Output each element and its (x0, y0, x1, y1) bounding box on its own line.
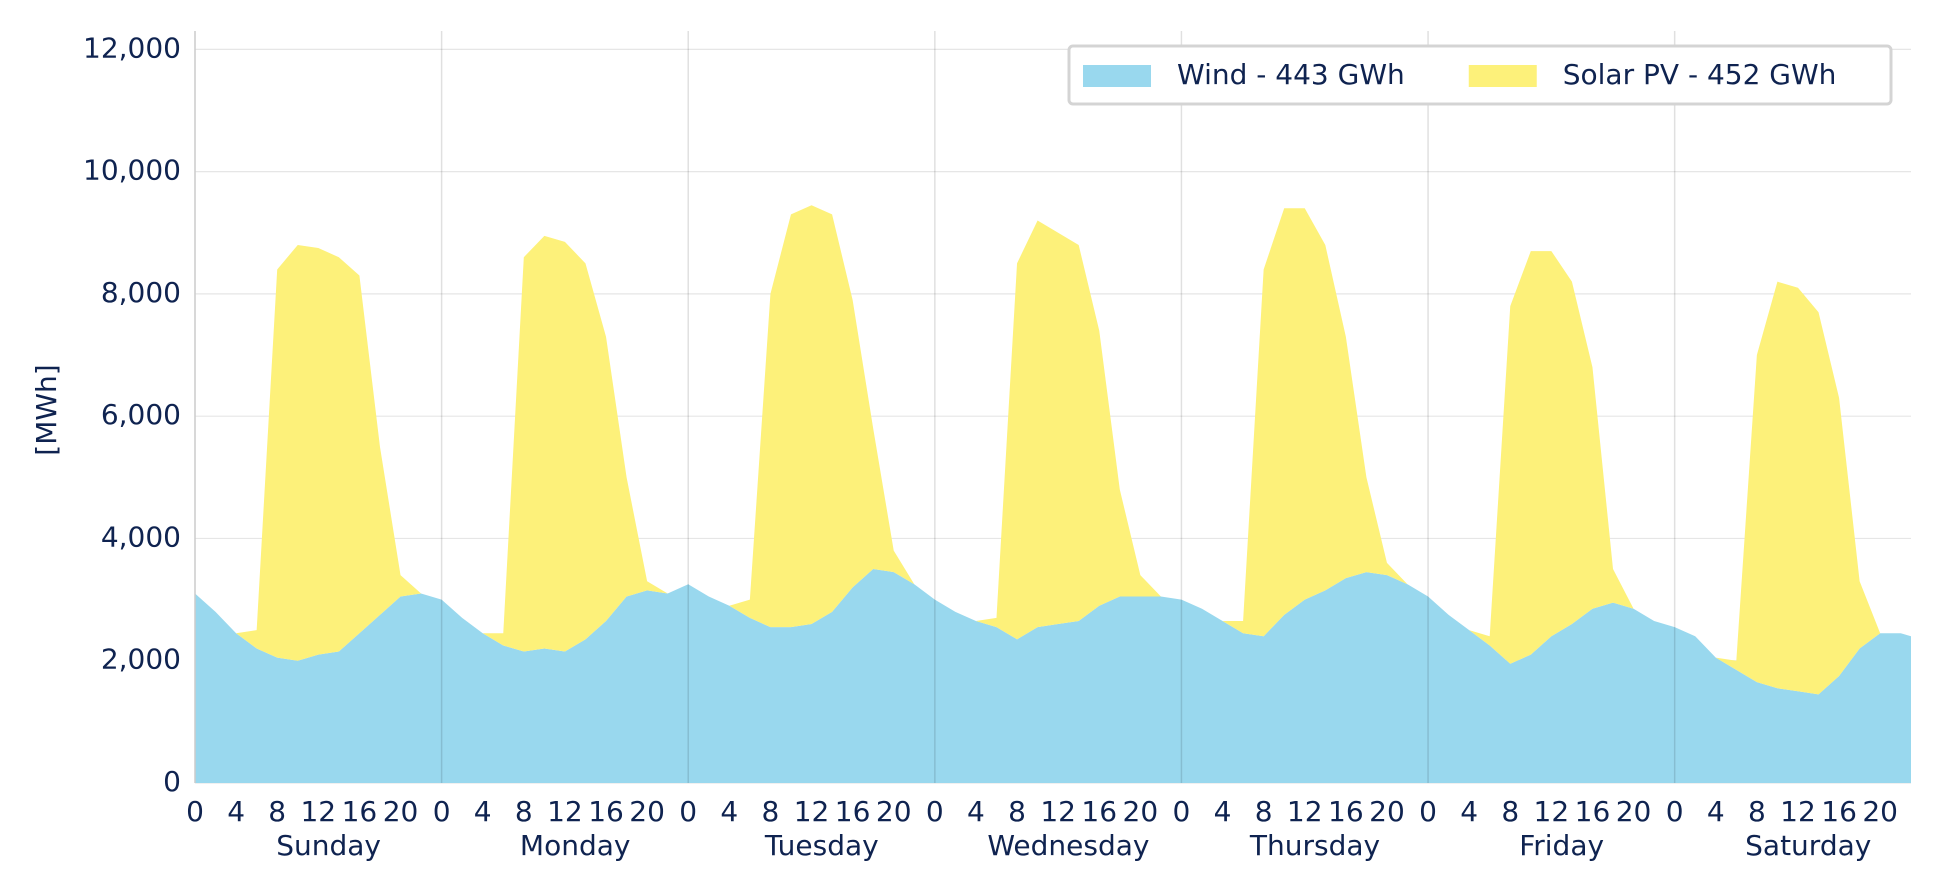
x-tick-label: 0 (1666, 795, 1684, 828)
x-tick-label: 12 (1534, 795, 1570, 828)
x-tick-label: 4 (1460, 795, 1478, 828)
x-tick-label: 12 (1287, 795, 1323, 828)
x-tick-label: 16 (835, 795, 871, 828)
x-tick-label: 4 (967, 795, 985, 828)
y-tick-label: 4,000 (101, 520, 181, 553)
x-tick-label: 16 (1575, 795, 1611, 828)
x-tick-label: 12 (547, 795, 583, 828)
day-label: Wednesday (987, 829, 1149, 862)
x-tick-label: 20 (383, 795, 419, 828)
legend-swatch (1083, 65, 1151, 87)
overlay (440, 31, 1676, 783)
x-tick-label: 4 (474, 795, 492, 828)
x-tick-label: 8 (268, 795, 286, 828)
legend: Wind - 443 GWh Solar PV - 452 GWh (1067, 44, 1893, 106)
day-label: Sunday (276, 829, 381, 862)
day-label: Monday (520, 829, 631, 862)
x-tick-label: 12 (1780, 795, 1816, 828)
x-tick-label: 0 (186, 795, 204, 828)
legend-swatch (1468, 65, 1537, 87)
areas (195, 205, 1911, 783)
x-tick-label: 0 (1173, 795, 1191, 828)
x-tick-label: 8 (515, 795, 533, 828)
y-tick-label: 2,000 (101, 643, 181, 676)
x-tick-label: 0 (1419, 795, 1437, 828)
x-tick-label: 16 (1328, 795, 1364, 828)
x-tick-label: 4 (227, 795, 245, 828)
x-tick-label: 0 (433, 795, 451, 828)
area (195, 205, 1911, 695)
x-tick-label: 20 (1862, 795, 1898, 828)
x-tick-label: 20 (1369, 795, 1405, 828)
day-label: Tuesday (764, 829, 879, 862)
day-label: Thursday (1249, 829, 1380, 862)
x-tick-label: 16 (342, 795, 378, 828)
x-tick-label: 8 (1008, 795, 1026, 828)
x-tick-label: 12 (1040, 795, 1076, 828)
x-tick-label: 12 (300, 795, 336, 828)
legend-label: Solar PV - 452 GWh (1563, 58, 1837, 91)
x-tick-label: 8 (762, 795, 780, 828)
x-tick-label: 0 (679, 795, 697, 828)
x-tick-label: 8 (1748, 795, 1766, 828)
x-tick-label: 12 (794, 795, 830, 828)
x-tick-label: 20 (1616, 795, 1652, 828)
x-tick-label: 16 (588, 795, 624, 828)
x-tick-label: 16 (1081, 795, 1117, 828)
day-label: Friday (1519, 829, 1604, 862)
y-tick-label: 0 (163, 765, 181, 798)
y-tick-label: 10,000 (83, 154, 181, 187)
x-tick-label: 4 (720, 795, 738, 828)
x-tick-label: 4 (1214, 795, 1232, 828)
x-tick-label: 8 (1501, 795, 1519, 828)
x-tick-label: 20 (1123, 795, 1159, 828)
y-tick-label: 12,000 (83, 31, 181, 64)
x-tick-label: 4 (1707, 795, 1725, 828)
x-tick-label: 0 (926, 795, 944, 828)
y-tick-label: 8,000 (101, 276, 181, 309)
day-label: Saturday (1745, 829, 1871, 862)
x-tick-label: 20 (876, 795, 912, 828)
legend-label: Wind - 443 GWh (1177, 58, 1405, 91)
x-tick-label: 20 (629, 795, 665, 828)
y-axis-label: [MWh] (30, 364, 63, 455)
y-tick-label: 6,000 (101, 398, 181, 431)
area (195, 569, 1911, 783)
x-tick-label: 8 (1255, 795, 1273, 828)
x-tick-label: 16 (1821, 795, 1857, 828)
